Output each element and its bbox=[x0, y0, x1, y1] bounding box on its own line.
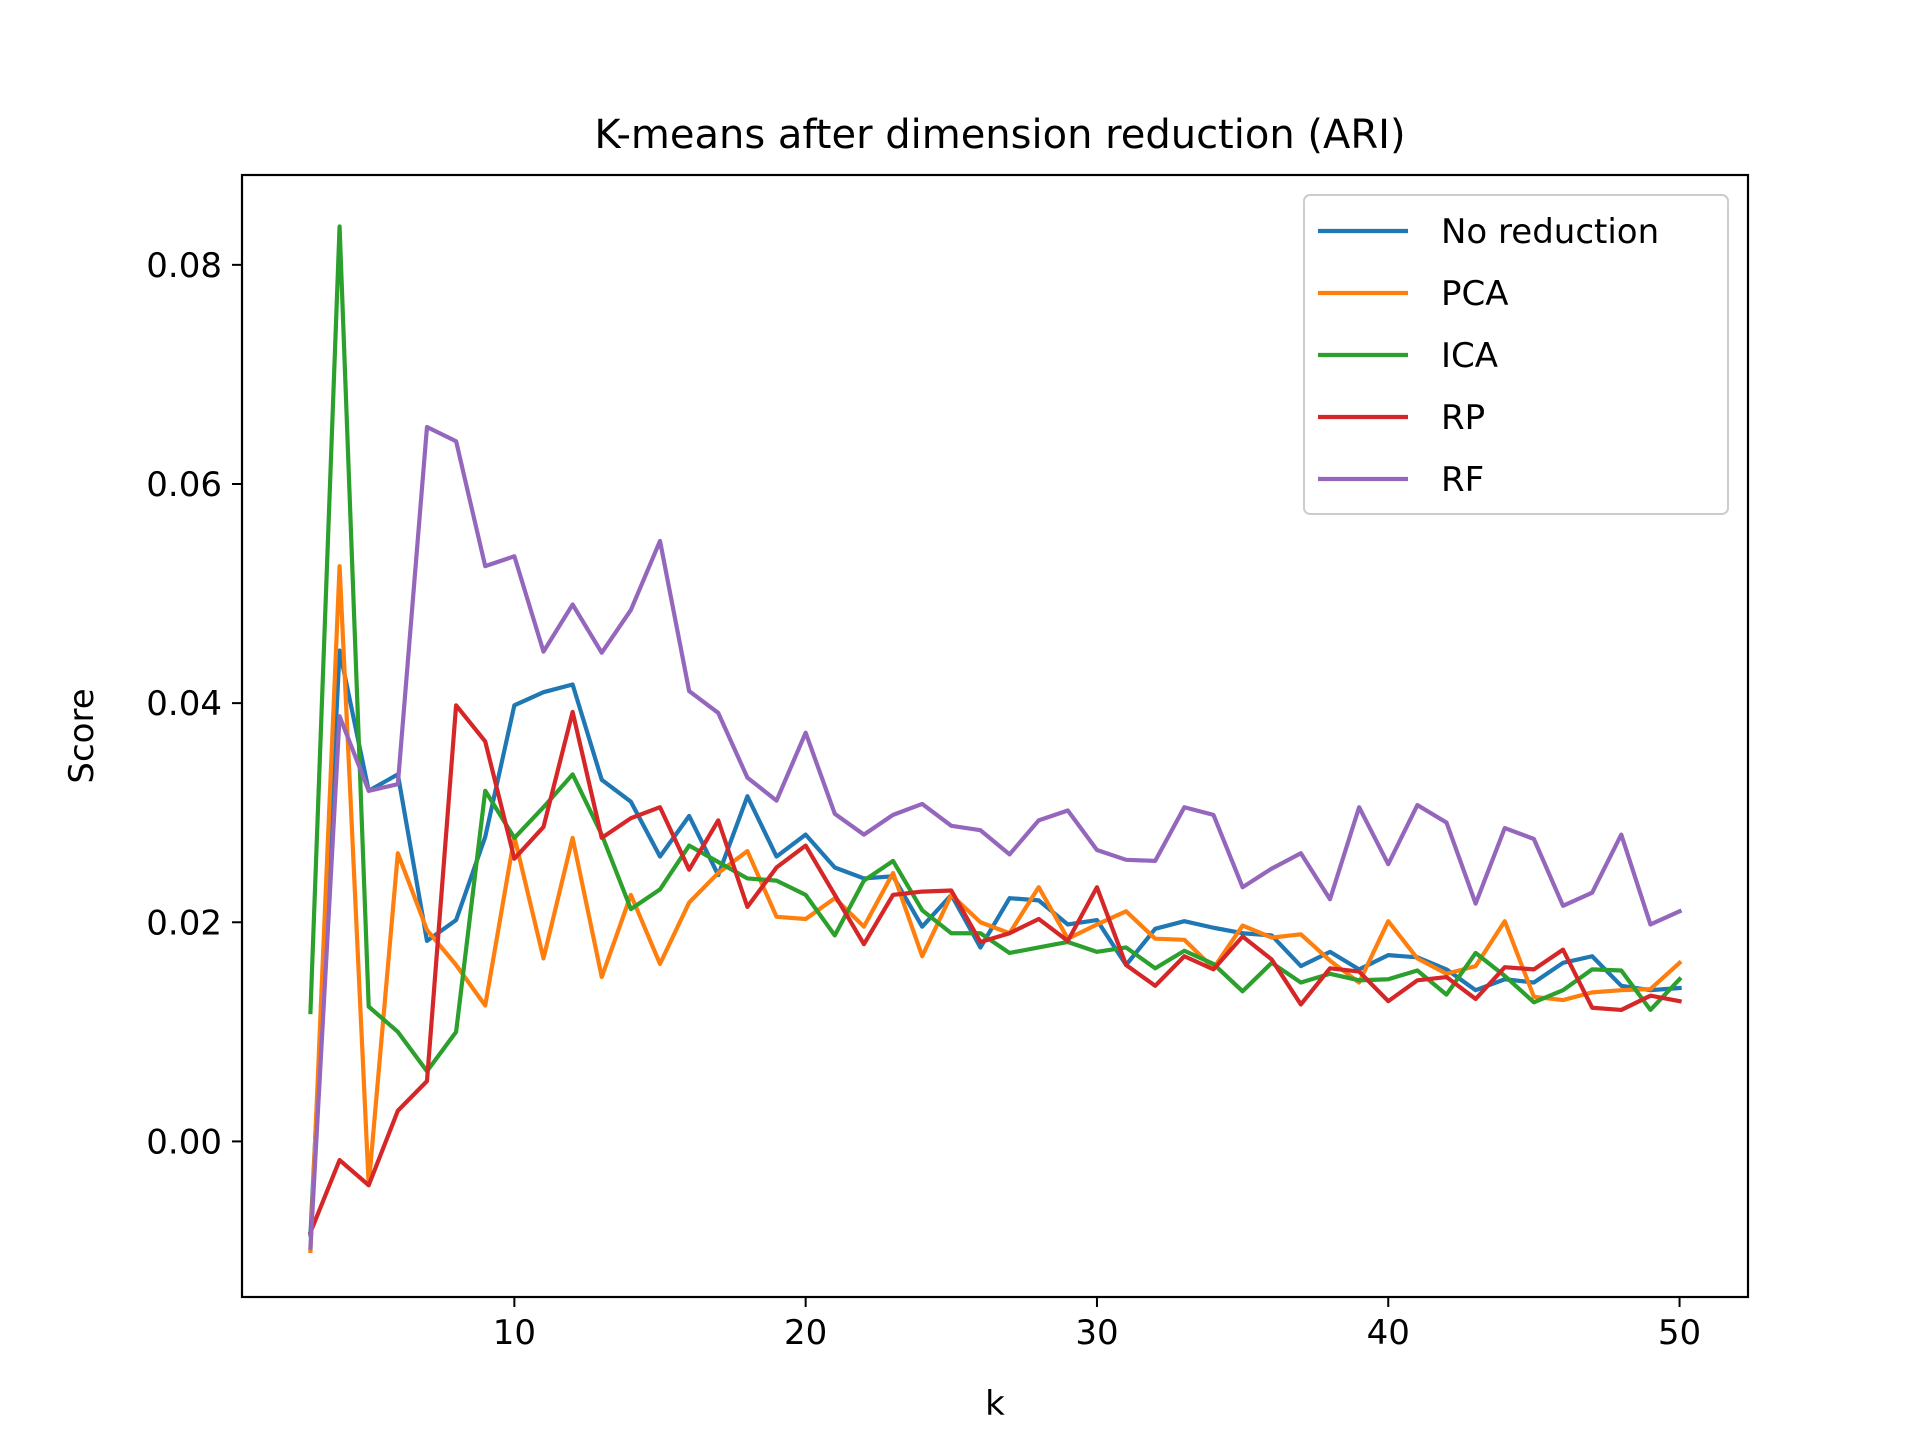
series-line-pca bbox=[308, 564, 1683, 1254]
y-tick-label: 0.04 bbox=[146, 684, 222, 724]
legend-label: PCA bbox=[1441, 274, 1509, 314]
legend-label: ICA bbox=[1441, 336, 1498, 376]
y-tick-label: 0.02 bbox=[146, 903, 222, 943]
legend-label: RP bbox=[1441, 398, 1485, 438]
series-line-rf bbox=[308, 424, 1683, 1250]
legend-box bbox=[1303, 194, 1729, 515]
x-tick-label: 20 bbox=[784, 1313, 827, 1353]
legend-label: RF bbox=[1441, 460, 1484, 500]
plot-frame bbox=[240, 173, 1750, 1299]
y-tick-label: 0.08 bbox=[146, 246, 222, 286]
x-tick-label: 10 bbox=[493, 1313, 536, 1353]
plot-content bbox=[307, 224, 1683, 1254]
legend: No reduction PCA ICA RP RF bbox=[1303, 194, 1729, 515]
chart-title: K-means after dimension reduction (ARI) bbox=[594, 112, 1405, 158]
x-axis: 10 20 30 40 50 bbox=[493, 1297, 1701, 1353]
legend-label: No reduction bbox=[1441, 212, 1659, 252]
x-tick-label: 40 bbox=[1367, 1313, 1410, 1353]
y-tick-label: 0.06 bbox=[146, 465, 222, 505]
x-axis-label: k bbox=[985, 1384, 1005, 1424]
y-axis: 0.00 0.02 0.04 0.06 0.08 bbox=[146, 246, 242, 1162]
y-tick-label: 0.00 bbox=[146, 1122, 222, 1162]
y-axis-label: Score bbox=[62, 688, 102, 783]
x-tick-label: 30 bbox=[1075, 1313, 1118, 1353]
x-tick-label: 50 bbox=[1658, 1313, 1701, 1353]
series-line-rp bbox=[307, 703, 1683, 1236]
series-line-ica bbox=[308, 224, 1683, 1074]
